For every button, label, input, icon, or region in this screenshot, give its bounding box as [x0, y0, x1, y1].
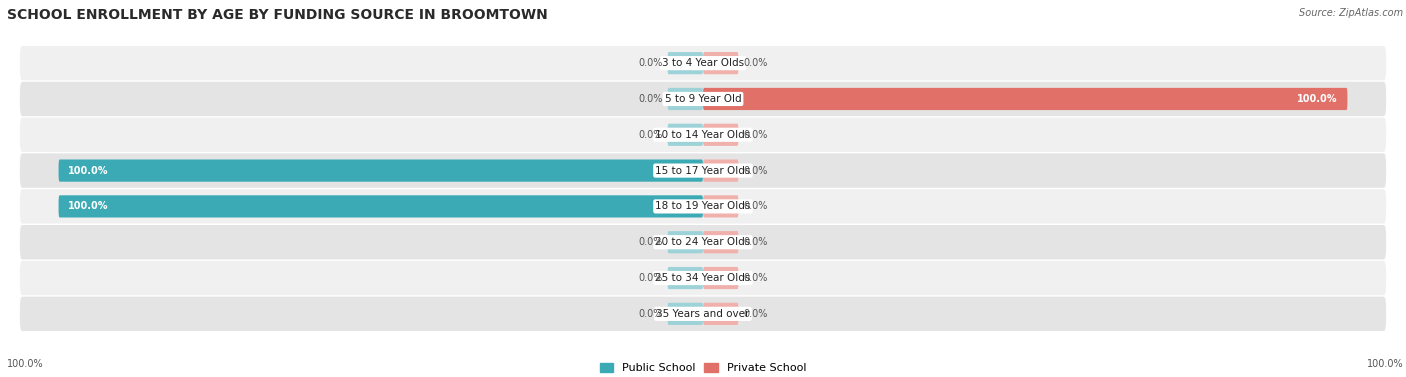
Text: 15 to 17 Year Olds: 15 to 17 Year Olds [655, 166, 751, 176]
Text: SCHOOL ENROLLMENT BY AGE BY FUNDING SOURCE IN BROOMTOWN: SCHOOL ENROLLMENT BY AGE BY FUNDING SOUR… [7, 8, 548, 21]
FancyBboxPatch shape [668, 303, 703, 325]
FancyBboxPatch shape [668, 231, 703, 253]
Text: 0.0%: 0.0% [638, 237, 662, 247]
FancyBboxPatch shape [59, 195, 703, 218]
Text: 100.0%: 100.0% [1298, 94, 1337, 104]
FancyBboxPatch shape [703, 267, 738, 289]
Text: 0.0%: 0.0% [638, 94, 662, 104]
FancyBboxPatch shape [20, 153, 1386, 188]
FancyBboxPatch shape [20, 46, 1386, 80]
FancyBboxPatch shape [20, 297, 1386, 331]
Text: 100.0%: 100.0% [7, 359, 44, 369]
FancyBboxPatch shape [703, 159, 738, 182]
FancyBboxPatch shape [20, 118, 1386, 152]
Text: 0.0%: 0.0% [744, 166, 768, 176]
FancyBboxPatch shape [59, 159, 703, 182]
Text: 0.0%: 0.0% [744, 201, 768, 211]
Text: 100.0%: 100.0% [69, 201, 108, 211]
FancyBboxPatch shape [703, 303, 738, 325]
FancyBboxPatch shape [20, 261, 1386, 295]
FancyBboxPatch shape [703, 231, 738, 253]
Text: Source: ZipAtlas.com: Source: ZipAtlas.com [1299, 8, 1403, 18]
Text: 0.0%: 0.0% [744, 309, 768, 319]
FancyBboxPatch shape [20, 82, 1386, 116]
Text: 5 to 9 Year Old: 5 to 9 Year Old [665, 94, 741, 104]
FancyBboxPatch shape [703, 195, 738, 218]
FancyBboxPatch shape [668, 88, 703, 110]
FancyBboxPatch shape [20, 225, 1386, 259]
Text: 18 to 19 Year Olds: 18 to 19 Year Olds [655, 201, 751, 211]
Text: 0.0%: 0.0% [744, 273, 768, 283]
Text: 10 to 14 Year Olds: 10 to 14 Year Olds [655, 130, 751, 140]
Text: 100.0%: 100.0% [69, 166, 108, 176]
Text: 100.0%: 100.0% [1367, 359, 1403, 369]
Text: 0.0%: 0.0% [744, 58, 768, 68]
Text: 35 Years and over: 35 Years and over [657, 309, 749, 319]
FancyBboxPatch shape [20, 189, 1386, 224]
FancyBboxPatch shape [703, 52, 738, 74]
Text: 25 to 34 Year Olds: 25 to 34 Year Olds [655, 273, 751, 283]
Text: 0.0%: 0.0% [744, 237, 768, 247]
Text: 0.0%: 0.0% [638, 309, 662, 319]
Text: 0.0%: 0.0% [638, 130, 662, 140]
Text: 0.0%: 0.0% [638, 58, 662, 68]
Text: 0.0%: 0.0% [638, 273, 662, 283]
Text: 0.0%: 0.0% [744, 130, 768, 140]
FancyBboxPatch shape [668, 267, 703, 289]
Text: 3 to 4 Year Olds: 3 to 4 Year Olds [662, 58, 744, 68]
FancyBboxPatch shape [668, 124, 703, 146]
FancyBboxPatch shape [703, 88, 1347, 110]
Legend: Public School, Private School: Public School, Private School [595, 359, 811, 377]
FancyBboxPatch shape [703, 124, 738, 146]
FancyBboxPatch shape [668, 52, 703, 74]
Text: 20 to 24 Year Olds: 20 to 24 Year Olds [655, 237, 751, 247]
